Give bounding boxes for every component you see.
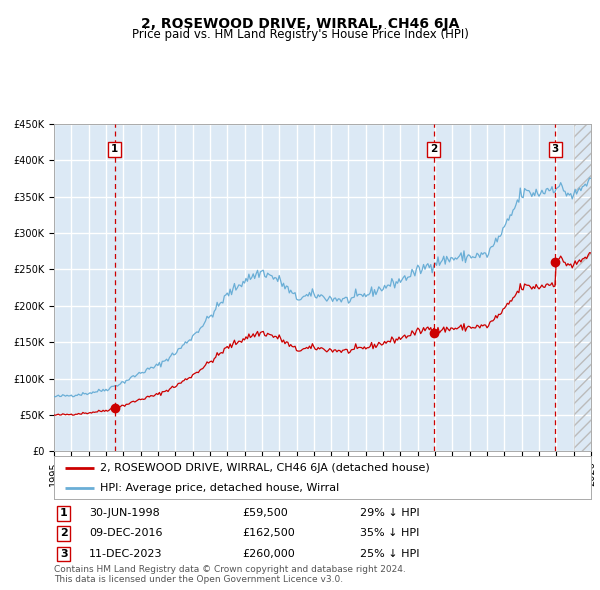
Text: 25% ↓ HPI: 25% ↓ HPI <box>360 549 419 559</box>
Text: 11-DEC-2023: 11-DEC-2023 <box>89 549 163 559</box>
Text: 3: 3 <box>551 145 559 155</box>
Text: £260,000: £260,000 <box>242 549 295 559</box>
Text: 2, ROSEWOOD DRIVE, WIRRAL, CH46 6JA: 2, ROSEWOOD DRIVE, WIRRAL, CH46 6JA <box>141 17 459 31</box>
Text: 1: 1 <box>60 509 68 518</box>
Text: 35% ↓ HPI: 35% ↓ HPI <box>360 529 419 538</box>
Text: Contains HM Land Registry data © Crown copyright and database right 2024.
This d: Contains HM Land Registry data © Crown c… <box>54 565 406 584</box>
Text: 1: 1 <box>111 145 118 155</box>
Text: 2: 2 <box>430 145 437 155</box>
Text: Price paid vs. HM Land Registry's House Price Index (HPI): Price paid vs. HM Land Registry's House … <box>131 28 469 41</box>
Text: £59,500: £59,500 <box>242 509 288 518</box>
Text: £162,500: £162,500 <box>242 529 295 538</box>
Text: 2, ROSEWOOD DRIVE, WIRRAL, CH46 6JA (detached house): 2, ROSEWOOD DRIVE, WIRRAL, CH46 6JA (det… <box>100 463 430 473</box>
Text: 29% ↓ HPI: 29% ↓ HPI <box>360 509 420 518</box>
Text: HPI: Average price, detached house, Wirral: HPI: Average price, detached house, Wirr… <box>100 483 339 493</box>
Text: 09-DEC-2016: 09-DEC-2016 <box>89 529 163 538</box>
Text: 2: 2 <box>60 529 68 538</box>
Text: 3: 3 <box>60 549 67 559</box>
Text: 30-JUN-1998: 30-JUN-1998 <box>89 509 160 518</box>
